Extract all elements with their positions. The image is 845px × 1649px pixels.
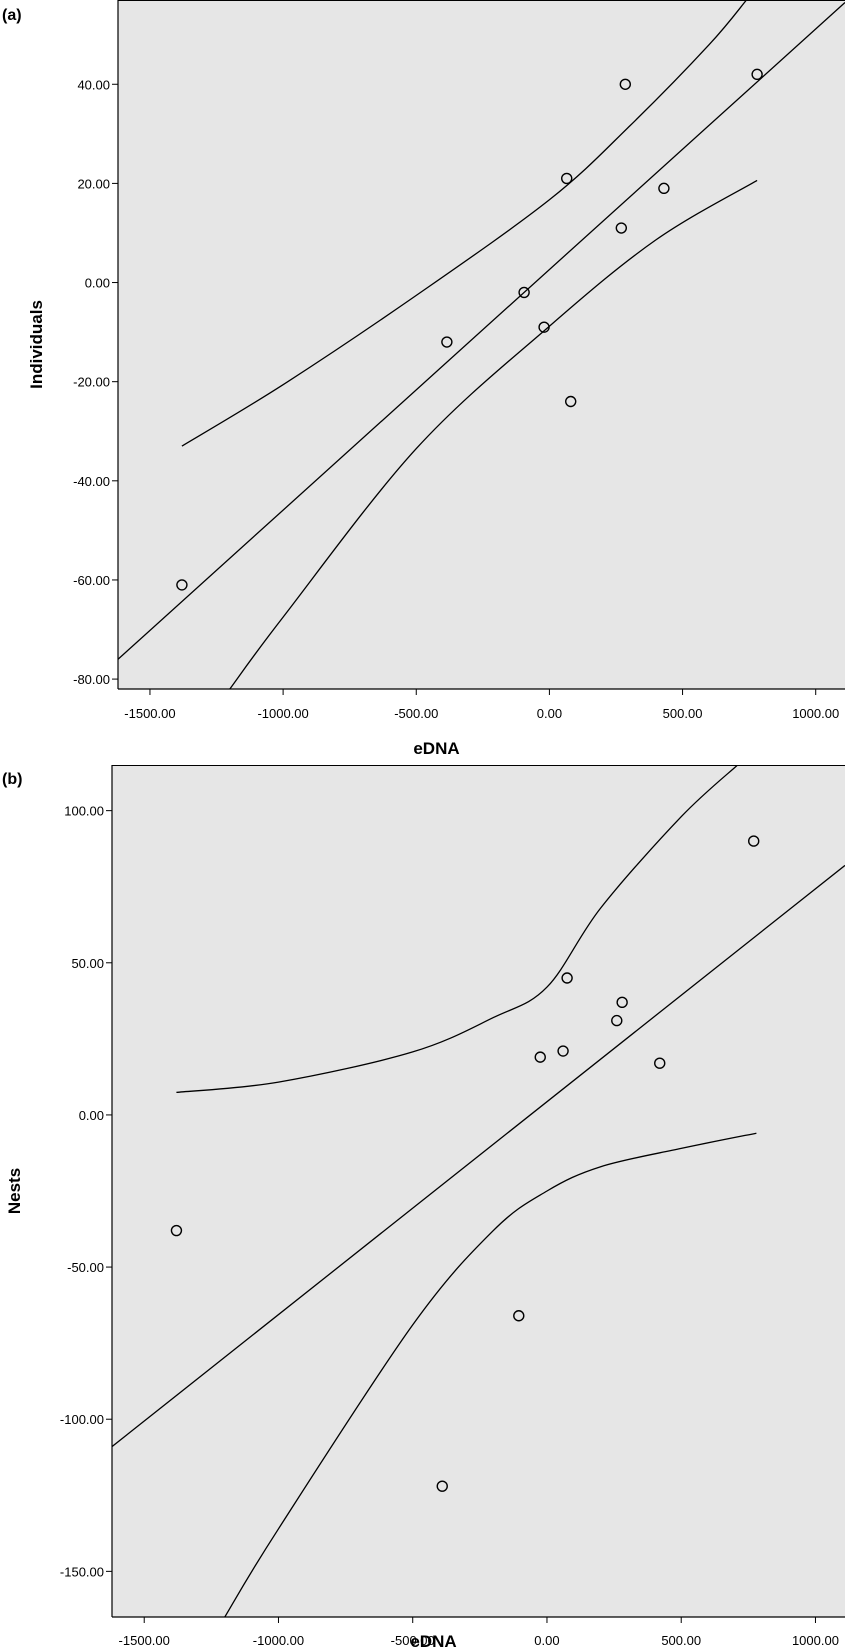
y-tick-label: -80.00 — [73, 672, 110, 687]
panel-label: (a) — [2, 7, 22, 24]
y-axis-title: Individuals — [27, 300, 46, 389]
y-axis-title: Nests — [5, 1168, 24, 1214]
x-tick-label: -1500.00 — [119, 1633, 170, 1648]
x-axis-title: eDNA — [410, 1632, 456, 1649]
x-tick-label: -500.00 — [391, 1633, 435, 1648]
y-tick-label: -20.00 — [73, 375, 110, 390]
ci-lower-line — [224, 1132, 757, 1617]
regression-lines — [112, 765, 845, 1617]
data-point — [615, 222, 628, 234]
data-point — [513, 1310, 525, 1322]
data-point — [534, 1051, 546, 1063]
x-tick-label: -1500.00 — [124, 706, 175, 721]
ci-lower-line — [229, 179, 758, 689]
data-point — [654, 1057, 666, 1069]
regression-lines — [118, 0, 845, 689]
x-axis-title: eDNA — [413, 739, 459, 758]
y-tick-label: 50.00 — [71, 956, 104, 971]
y-tick-label: -150.00 — [60, 1564, 104, 1579]
chart-panel-b: -1500.00 -1000.00 -500.00 0.00 500.00 1000.00… — [2, 765, 845, 1649]
data-point — [436, 1480, 448, 1492]
y-tick-label: 0.00 — [79, 1108, 104, 1123]
x-tick-label: -1000.00 — [253, 1633, 304, 1648]
y-tick-label: 0.00 — [85, 276, 110, 291]
x-tick-label: 1000.00 — [792, 706, 839, 721]
x-tick-label: 0.00 — [534, 1633, 559, 1648]
data-point — [616, 996, 628, 1009]
ci-upper-line — [176, 765, 739, 1094]
data-point — [557, 1045, 569, 1057]
y-tick-label: -40.00 — [73, 474, 110, 489]
y-tick-label: 20.00 — [77, 176, 110, 191]
y-tick-label: -50.00 — [67, 1260, 104, 1275]
data-point — [561, 172, 573, 185]
data-point — [561, 972, 573, 984]
x-tick-label: 1000.00 — [792, 1633, 839, 1648]
data-point — [658, 182, 670, 195]
data-point — [748, 835, 760, 847]
fit-line — [112, 864, 845, 1448]
y-tick-label: 40.00 — [77, 77, 110, 92]
data-point — [611, 1014, 623, 1027]
x-tick-label: -1000.00 — [257, 706, 308, 721]
data-point — [176, 579, 188, 591]
data-point — [441, 336, 453, 348]
data-point — [538, 321, 550, 333]
fit-line — [118, 2, 845, 660]
plot-area — [118, 0, 845, 689]
ci-upper-line — [181, 0, 747, 447]
panel-label: (b) — [2, 771, 22, 788]
y-tick-label: -60.00 — [73, 573, 110, 588]
chart-panel-a: -1500.00 -1000.00 -500.00 0.00 500.00 1000.00… — [2, 0, 845, 758]
y-tick-label: -100.00 — [60, 1412, 104, 1427]
data-point — [565, 395, 577, 408]
data-point — [170, 1224, 183, 1237]
x-tick-label: 0.00 — [537, 706, 562, 721]
x-tick-label: -500.00 — [394, 706, 438, 721]
data-point — [619, 78, 632, 90]
y-tick-label: 100.00 — [64, 804, 104, 819]
plot-area — [112, 765, 845, 1617]
data-point — [751, 68, 763, 81]
x-tick-label: 500.00 — [663, 706, 703, 721]
data-point — [518, 286, 530, 299]
x-tick-label: 500.00 — [661, 1633, 701, 1648]
